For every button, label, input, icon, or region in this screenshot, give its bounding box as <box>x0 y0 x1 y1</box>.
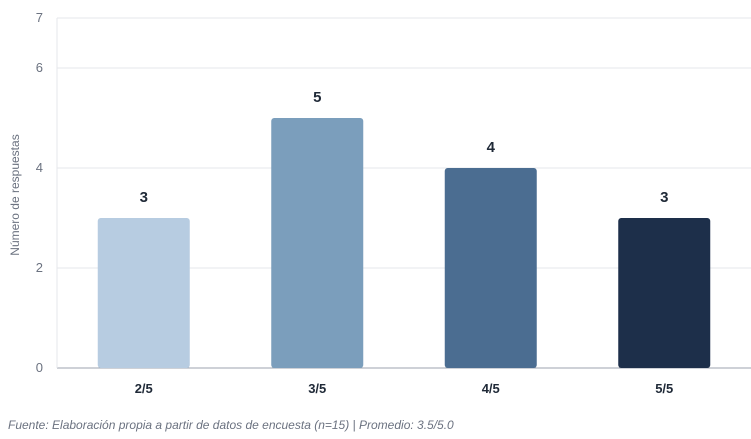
y-tick-label: 6 <box>36 60 43 75</box>
x-tick-label: 5/5 <box>655 381 673 396</box>
y-tick-label: 0 <box>36 360 43 375</box>
bar-2-of-5 <box>97 218 190 368</box>
y-axis-ticks: 0 2 4 6 7 <box>36 10 43 375</box>
bars <box>97 118 711 368</box>
x-tick-label: 4/5 <box>482 381 500 396</box>
data-label: 3 <box>660 189 668 206</box>
bar-5-of-5 <box>618 218 711 368</box>
data-label: 4 <box>487 139 496 156</box>
bar-4-of-5 <box>444 168 537 368</box>
data-label: 5 <box>313 89 321 106</box>
bar-chart: 0 2 4 6 7 3 5 4 3 2/5 3/5 4/5 5/5 Número de respue… <box>8 10 751 396</box>
data-label: 3 <box>140 189 148 206</box>
x-axis-ticks: 2/5 3/5 4/5 5/5 <box>135 381 674 396</box>
y-tick-label: 2 <box>36 260 43 275</box>
y-tick-label: 4 <box>36 160 43 175</box>
source-note: Fuente: Elaboración propia a partir de d… <box>8 418 454 432</box>
y-tick-label: 7 <box>36 10 43 25</box>
x-tick-label: 3/5 <box>308 381 326 396</box>
data-labels: 3 5 4 3 <box>140 89 669 206</box>
y-axis-label: Número de respuestas <box>8 134 22 255</box>
bar-3-of-5 <box>271 118 364 368</box>
x-tick-label: 2/5 <box>135 381 153 396</box>
